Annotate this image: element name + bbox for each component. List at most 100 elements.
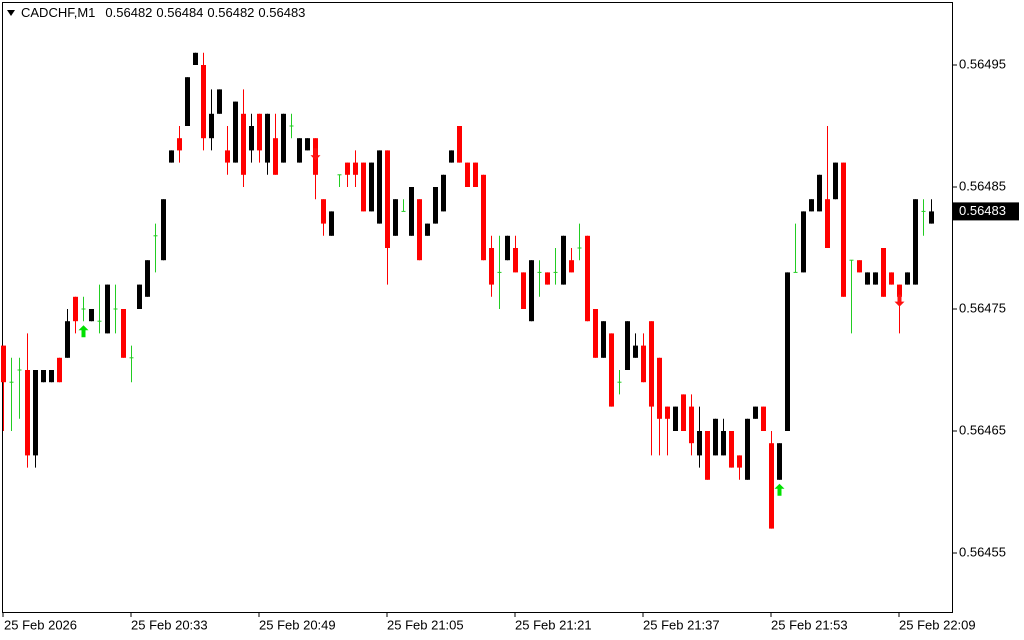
- candle-body: [513, 248, 518, 273]
- candle-body: [473, 162, 478, 187]
- candle-body: [521, 272, 526, 309]
- candle-body: [233, 101, 238, 163]
- candle-body: [185, 77, 190, 126]
- candle-body: [345, 162, 350, 175]
- candle-body: [929, 211, 934, 224]
- candle-body: [121, 309, 126, 358]
- candle-body: [361, 162, 366, 212]
- candle-body: [161, 199, 166, 261]
- candle-body: [745, 418, 750, 480]
- candle-body: [545, 272, 550, 285]
- candle-body: [145, 260, 150, 297]
- low: 0.56482: [207, 5, 254, 20]
- candle-body: [489, 248, 494, 285]
- candle-body: [761, 406, 766, 431]
- candle-body: [721, 431, 726, 456]
- candle-body: [769, 443, 774, 529]
- candle-body: [777, 443, 782, 480]
- y-tick-label: 0.56495: [959, 56, 1006, 71]
- candle-body: [377, 150, 382, 224]
- candle-body: [89, 309, 94, 322]
- x-tick-label: 25 Feb 21:37: [643, 617, 720, 632]
- candle-body: [753, 406, 758, 419]
- candle-body: [433, 187, 438, 224]
- sell-arrow: [894, 294, 905, 307]
- x-tick-label: 25 Feb 21:21: [515, 617, 592, 632]
- candle-body: [705, 431, 710, 480]
- candle-body: [641, 345, 646, 383]
- buy-arrow: [78, 325, 89, 338]
- candle-body: [633, 345, 638, 358]
- plot-frame: [2, 2, 953, 613]
- candle-body: [417, 199, 422, 261]
- close: 0.56483: [258, 5, 305, 20]
- candle-body: [897, 284, 902, 297]
- candle-body: [273, 138, 278, 175]
- candle-body: [369, 162, 374, 212]
- candle-body: [137, 284, 142, 309]
- candle-body: [841, 162, 846, 297]
- candle-body: [41, 370, 46, 383]
- candle-body: [889, 272, 894, 285]
- x-tick-label: 25 Feb 2026: [4, 617, 77, 632]
- candle-body: [529, 260, 534, 322]
- open: 0.56482: [105, 5, 152, 20]
- candle-body: [265, 113, 270, 163]
- candle-body: [801, 211, 806, 273]
- symbol: CADCHF,M1: [21, 5, 95, 20]
- candle-body: [625, 321, 630, 370]
- candle-body: [257, 113, 262, 151]
- candle-body: [857, 260, 862, 273]
- candle-body: [201, 65, 206, 139]
- candle-body: [881, 248, 886, 297]
- candle-body: [873, 272, 878, 285]
- candle-body: [729, 431, 734, 468]
- candle-body: [25, 370, 30, 456]
- candle-body: [481, 174, 486, 261]
- candle-body: [321, 199, 326, 224]
- candle-body: [601, 321, 606, 358]
- current-price-box: [953, 202, 1019, 221]
- candle-body: [177, 138, 182, 151]
- candle-body: [305, 138, 310, 151]
- candle-body: [825, 199, 830, 248]
- candle-body: [593, 309, 598, 358]
- candle-body: [193, 52, 198, 65]
- candle-body: [249, 126, 254, 151]
- candle-body: [609, 333, 614, 407]
- candle-body: [209, 113, 214, 139]
- high: 0.56484: [156, 5, 203, 20]
- x-tick-label: 25 Feb 22:09: [899, 617, 976, 632]
- candle-body: [913, 199, 918, 285]
- candle-body: [441, 174, 446, 212]
- candle-body: [425, 223, 430, 236]
- candle-body: [169, 150, 174, 163]
- candle-body: [49, 370, 54, 383]
- candle-body: [905, 272, 910, 285]
- candle-body: [281, 113, 286, 163]
- candle-body: [505, 235, 510, 261]
- collapse-triangle[interactable]: [7, 10, 15, 16]
- header: CADCHF,M1 0.56482 0.56484 0.56482 0.56483: [21, 5, 305, 20]
- candle-body: [465, 162, 470, 187]
- candle-body: [1, 345, 6, 383]
- candle-body: [329, 211, 334, 236]
- x-tick-label: 25 Feb 21:05: [387, 617, 464, 632]
- candle-body: [713, 418, 718, 456]
- y-tick-label: 0.56455: [959, 544, 1006, 559]
- y-tick-label: 0.56485: [959, 178, 1006, 193]
- candle-body: [681, 394, 686, 431]
- buy-arrow: [774, 483, 785, 496]
- candle-body: [225, 150, 230, 163]
- y-tick-label: 0.56475: [959, 300, 1006, 315]
- candle-body: [569, 260, 574, 273]
- candle-body: [449, 150, 454, 163]
- candle-body: [833, 162, 838, 200]
- x-tick-label: 25 Feb 20:33: [131, 617, 208, 632]
- candle-body: [785, 272, 790, 431]
- x-tick-label: 25 Feb 21:53: [771, 617, 848, 632]
- sell-arrow: [310, 148, 321, 161]
- candle-body: [665, 406, 670, 419]
